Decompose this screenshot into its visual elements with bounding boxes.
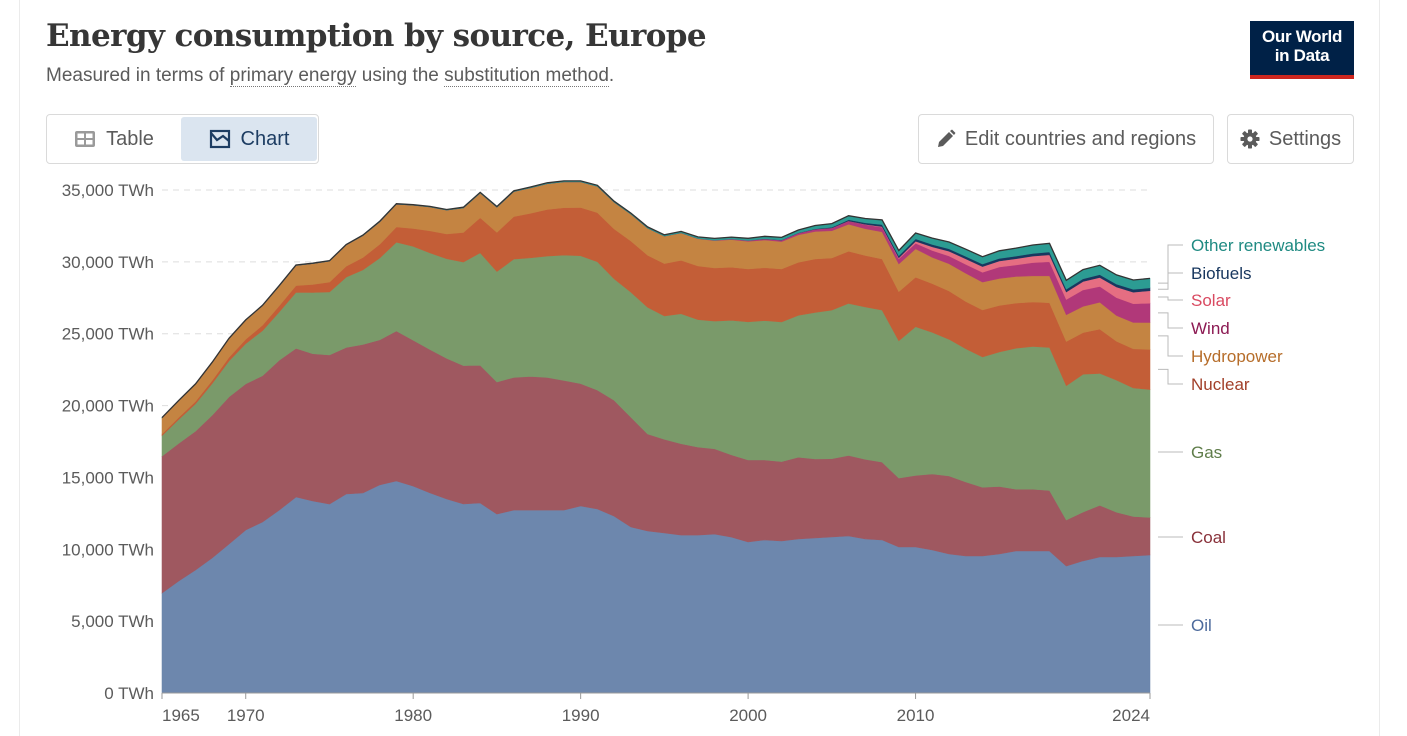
chart-subtitle: Measured in terms of primary energy usin…: [46, 65, 614, 87]
table-icon: [75, 131, 96, 147]
logo-line2: in Data: [1274, 46, 1330, 65]
legend-connector: [1158, 335, 1183, 357]
subtitle-text: .: [608, 65, 615, 86]
edit-countries-button[interactable]: Edit countries and regions: [918, 114, 1214, 164]
y-tick-label: 5,000 TWh: [71, 612, 154, 631]
legend-label-nuclear: Nuclear: [1191, 375, 1250, 394]
x-tick-label: 2024: [1112, 706, 1150, 725]
legend-connector: [1158, 312, 1183, 329]
primary-energy-link[interactable]: primary energy: [229, 65, 357, 87]
x-tick-label: 1970: [227, 706, 265, 725]
edit-countries-label: Edit countries and regions: [964, 127, 1197, 150]
gear-icon: [1240, 129, 1260, 149]
legend-label-hydropower: Hydropower: [1191, 347, 1283, 366]
legend-connector: [1158, 244, 1183, 284]
legend-label-wind: Wind: [1191, 319, 1230, 338]
legend-label-gas: Gas: [1191, 443, 1222, 462]
tab-table-label: Table: [106, 127, 154, 150]
legend-connector: [1158, 272, 1183, 290]
chart-title: Energy consumption by source, Europe: [46, 18, 707, 54]
y-tick-label: 15,000 TWh: [62, 468, 154, 487]
legend-label-coal: Coal: [1191, 528, 1226, 547]
view-tabs: Table Chart: [46, 114, 319, 164]
chart-icon: [209, 129, 230, 149]
pencil-icon: [937, 129, 956, 147]
total-outline: [161, 180, 1151, 419]
legend-label-oil: Oil: [1191, 616, 1212, 635]
substitution-method-link[interactable]: substitution method: [444, 65, 609, 87]
logo-line1: Our World: [1261, 27, 1343, 46]
tab-table[interactable]: Table: [49, 117, 179, 161]
subtitle-text: Measured in terms of: [46, 65, 230, 86]
legend-label-solar: Solar: [1191, 291, 1231, 310]
x-tick-label: 1980: [394, 706, 432, 725]
settings-button[interactable]: Settings: [1227, 114, 1354, 164]
y-tick-label: 20,000 TWh: [62, 397, 154, 416]
tab-chart[interactable]: Chart: [181, 117, 317, 161]
y-tick-label: 30,000 TWh: [62, 253, 154, 272]
x-tick-label: 1965: [162, 706, 200, 725]
legend-connector: [1158, 368, 1183, 385]
y-tick-label: 25,000 TWh: [62, 325, 154, 344]
legend-label-other-renewables: Other renewables: [1191, 236, 1325, 255]
x-tick-label: 2000: [729, 706, 767, 725]
legend-connector: [1158, 296, 1183, 301]
y-tick-label: 0 TWh: [104, 684, 154, 703]
settings-label: Settings: [1268, 127, 1342, 150]
y-tick-label: 10,000 TWh: [62, 540, 154, 559]
chart-frame: [19, 0, 1380, 736]
tab-chart-label: Chart: [240, 127, 290, 150]
legend-label-biofuels: Biofuels: [1191, 264, 1251, 283]
x-tick-label: 1990: [562, 706, 600, 725]
x-tick-label: 2010: [897, 706, 935, 725]
y-tick-label: 35,000 TWh: [62, 181, 154, 200]
owid-logo[interactable]: Our World in Data: [1250, 21, 1354, 79]
subtitle-text: using the: [356, 65, 445, 86]
